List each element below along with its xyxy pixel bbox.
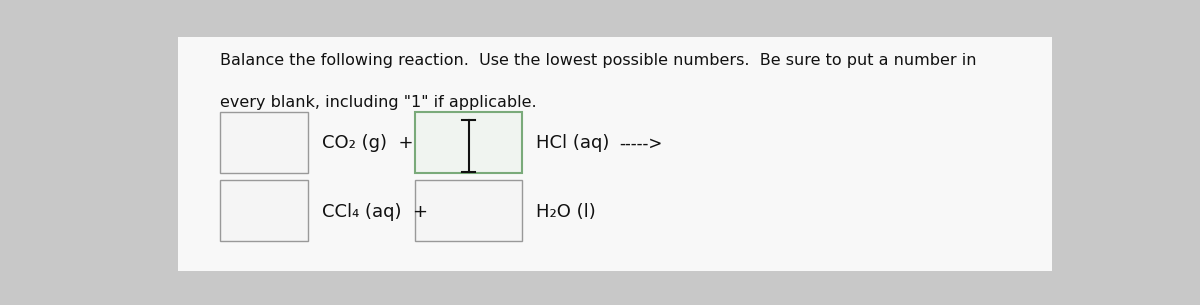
Bar xyxy=(220,180,308,241)
Text: H₂O (l): H₂O (l) xyxy=(536,203,595,221)
Text: ----->: -----> xyxy=(619,135,664,152)
Text: CCl₄ (aq)  +: CCl₄ (aq) + xyxy=(322,203,428,221)
Bar xyxy=(415,112,522,173)
Text: Balance the following reaction.  Use the lowest possible numbers.  Be sure to pu: Balance the following reaction. Use the … xyxy=(220,53,977,68)
Bar xyxy=(415,180,522,241)
Text: CO₂ (g)  +: CO₂ (g) + xyxy=(322,135,414,152)
Bar xyxy=(220,112,308,173)
Text: HCl (aq): HCl (aq) xyxy=(536,135,610,152)
Text: every blank, including "1" if applicable.: every blank, including "1" if applicable… xyxy=(220,95,536,110)
